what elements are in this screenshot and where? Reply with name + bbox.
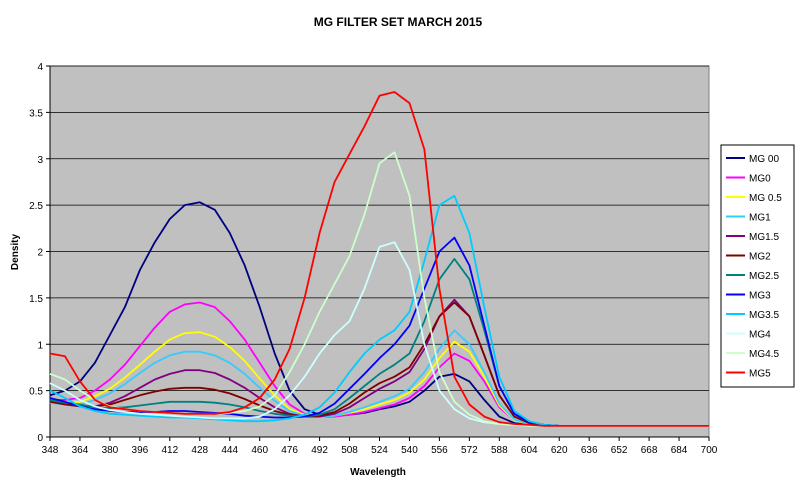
y-tick-label: 1.5: [29, 294, 43, 305]
y-tick-label: 0.5: [29, 387, 43, 398]
x-tick-label: 620: [551, 445, 568, 456]
legend-label: MG4.5: [749, 349, 779, 360]
legend-label: MG3.5: [749, 310, 779, 321]
x-tick-label: 588: [491, 445, 508, 456]
legend-label: MG 0.5: [749, 193, 782, 204]
legend-label: MG 00: [749, 154, 779, 165]
x-tick-label: 572: [461, 445, 478, 456]
x-tick-label: 684: [671, 445, 688, 456]
x-tick-label: 492: [311, 445, 328, 456]
legend-label: MG5: [749, 369, 771, 380]
x-tick-label: 524: [371, 445, 388, 456]
series-line-mg5: [49, 91, 709, 427]
x-tick-label: 428: [191, 445, 208, 456]
legend-label: MG0: [749, 174, 771, 185]
x-tick-label: 380: [102, 445, 119, 456]
x-tick-label: 396: [132, 445, 149, 456]
x-tick-label: 508: [341, 445, 358, 456]
y-tick-label: 0: [37, 433, 43, 444]
legend-box: [720, 144, 795, 388]
x-axis-title: Wavelength: [350, 467, 406, 478]
x-tick-label: 348: [42, 445, 59, 456]
x-tick-label: 556: [431, 445, 448, 456]
x-tick-label: 444: [221, 445, 238, 456]
x-tick-label: 364: [72, 445, 89, 456]
x-tick-label: 604: [521, 445, 538, 456]
y-tick-label: 2: [37, 248, 43, 259]
series-line-mg3-5: [49, 194, 709, 427]
x-tick-label: 652: [611, 445, 628, 456]
y-tick-label: 2.5: [29, 201, 43, 212]
legend-label: MG2.5: [749, 271, 779, 282]
series-lines: [49, 91, 709, 427]
x-axis-ticks: 348 364 380 396 412 428 444 460 476 492 508 524 540 5…: [42, 66, 718, 456]
legend-label: MG4: [749, 330, 771, 341]
x-tick-label: 636: [581, 445, 598, 456]
y-axis-title: Density: [10, 234, 21, 271]
x-tick-label: 460: [251, 445, 268, 456]
x-tick-label: 700: [701, 445, 718, 456]
legend-label: MG1.5: [749, 232, 779, 243]
legend-label: MG2: [749, 252, 771, 263]
x-tick-label: 540: [401, 445, 418, 456]
legend-label: MG1: [749, 213, 771, 224]
legend-label: MG3: [749, 291, 771, 302]
x-tick-label: 668: [641, 445, 658, 456]
y-tick-label: 1: [37, 340, 43, 351]
y-tick-label: 3: [37, 155, 43, 166]
x-tick-label: 476: [281, 445, 298, 456]
x-tick-label: 412: [161, 445, 178, 456]
y-tick-label: 4: [37, 62, 43, 73]
legend: MG 00 MG0 MG 0.5 MG1 MG1.5 MG2 MG2.5 MG3 MG3.5 MG…: [720, 144, 795, 388]
chart-title: MG FILTER SET MARCH 2015: [314, 15, 483, 29]
y-tick-label: 3.5: [29, 108, 43, 119]
